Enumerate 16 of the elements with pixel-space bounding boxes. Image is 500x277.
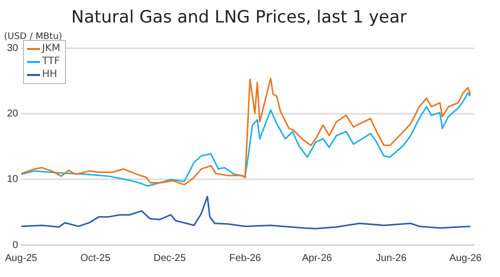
y-axis-title: (USD / MBtu) [4, 32, 62, 42]
x-tick-label: Aug-26 [449, 252, 482, 264]
x-tick-label: Jun-26 [376, 252, 407, 264]
x-tick-label: Oct-25 [80, 252, 111, 264]
chart-title: Natural Gas and LNG Prices, last 1 year [71, 8, 407, 28]
legend-label: TTF [42, 55, 60, 68]
x-tick-label: Aug-25 [5, 252, 38, 264]
y-tick-label: 10 [7, 174, 19, 186]
legend-label: JKM [42, 42, 60, 56]
legend-label: HH [42, 68, 58, 82]
x-tick-label: Dec-25 [154, 252, 186, 264]
y-tick-label: 30 [7, 43, 19, 54]
y-tick-label: 20 [7, 108, 19, 120]
x-tick-label: Apr-26 [302, 252, 332, 264]
y-tick-label: 0 [12, 240, 19, 251]
x-tick-label: Feb-26 [229, 252, 262, 264]
